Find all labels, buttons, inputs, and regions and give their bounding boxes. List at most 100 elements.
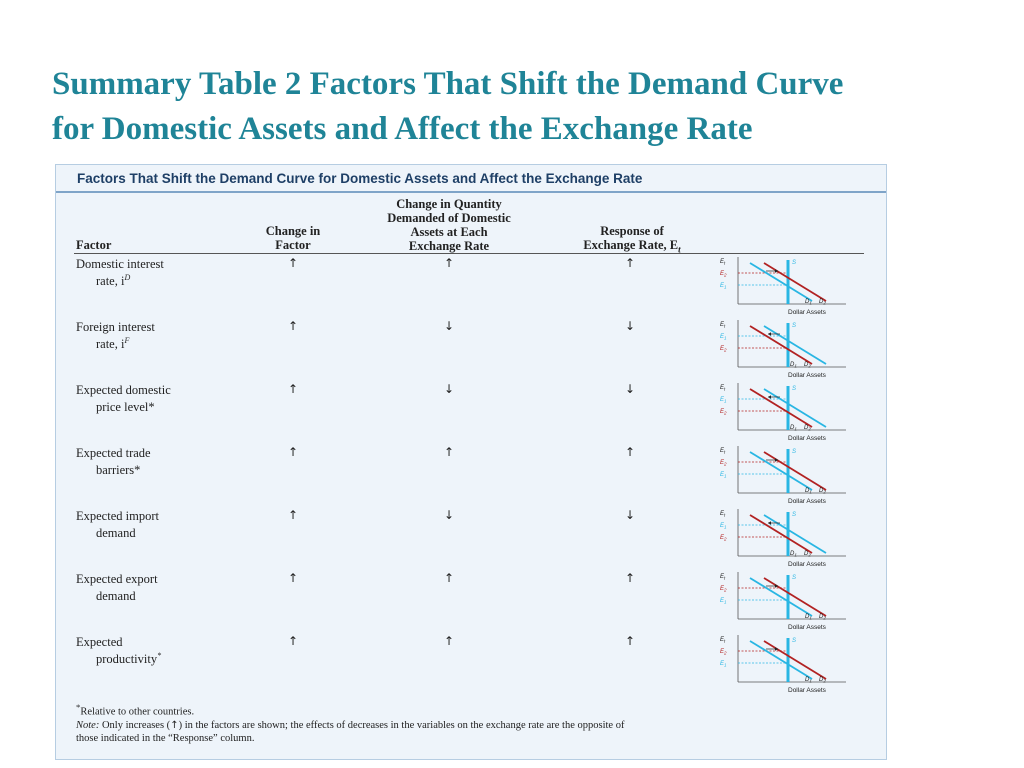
d2-label-main: D <box>804 362 809 368</box>
axis-label-e: Et <box>720 448 726 455</box>
factor-line-2: rate, iF <box>76 334 155 351</box>
e2-label: E2 <box>720 346 727 353</box>
e2-label: E2 <box>720 586 727 593</box>
d1-label: D1 <box>805 614 812 621</box>
d2-label: D2 <box>819 677 826 684</box>
d2-label-sub: 2 <box>822 679 826 684</box>
e1-label-sub: 1 <box>724 285 727 290</box>
e2-label-sub: 2 <box>723 273 727 278</box>
header-qty-line-3: Assets at Each <box>410 225 488 239</box>
e2-label-sub: 2 <box>723 411 727 416</box>
d1-label-sub: 1 <box>809 679 812 684</box>
response-arrow: ↑ <box>624 256 636 270</box>
e1-label: E1 <box>720 523 727 530</box>
d2-label-main: D <box>804 551 809 557</box>
d2-label-sub: 2 <box>807 553 811 558</box>
d1-label: D1 <box>805 488 812 495</box>
factor-label: Expected productivity* <box>76 635 161 666</box>
demand-curve-initial <box>763 388 827 428</box>
response-arrow: ↑ <box>624 634 636 648</box>
factor-label: Domestic interest rate, iD <box>76 257 164 288</box>
d2-label: D2 <box>804 551 811 558</box>
axis-label-e-main: E <box>720 574 725 580</box>
factor-line-2: productivity* <box>76 649 161 666</box>
slide-title-line-2: for Domestic Assets and Affect the Excha… <box>52 111 753 147</box>
e2-label: E2 <box>720 409 727 416</box>
footnote-star: * <box>76 702 81 712</box>
axis-label-e: Et <box>720 511 726 518</box>
e1-label-sub: 1 <box>724 600 727 605</box>
factor-label: Expected trade barriers* <box>76 446 151 477</box>
d1-label-sub: 1 <box>794 364 797 369</box>
response-arrow: ↑ <box>624 571 636 585</box>
response-arrow: ↓ <box>624 508 636 522</box>
e2-label-main: E <box>720 346 725 352</box>
e2-label-main: E <box>720 460 725 466</box>
header-change-in-factor: Change in Factor <box>242 224 344 252</box>
change-in-factor-arrow: ↑ <box>287 256 299 270</box>
x-axis-label: Dollar Assets <box>788 372 827 379</box>
d1-label-sub: 1 <box>794 427 797 432</box>
e1-label-main: E <box>720 598 725 604</box>
axis-label-e-main: E <box>720 511 725 517</box>
e1-label-sub: 1 <box>724 663 727 668</box>
factor-line-1: Expected trade <box>76 446 151 460</box>
d1-label: D1 <box>805 299 812 306</box>
e1-label-sub: 1 <box>724 474 727 479</box>
response-arrow: ↑ <box>624 445 636 459</box>
change-in-factor-arrow: ↑ <box>287 508 299 522</box>
factor-line-2-text: rate, i <box>96 274 125 289</box>
change-in-factor-arrow: ↑ <box>287 571 299 585</box>
axis-label-e-sub: t <box>724 639 726 644</box>
e2-label-main: E <box>720 649 725 655</box>
response-arrow: ↓ <box>624 319 636 333</box>
e2-label-sub: 2 <box>723 537 727 542</box>
factor-line-2: price level* <box>76 397 171 414</box>
d2-label: D2 <box>819 614 826 621</box>
supply-label: S <box>792 260 796 266</box>
axis-label-e: Et <box>720 259 726 266</box>
header-resp-subscript: t <box>678 244 681 255</box>
demand-curve-new <box>763 262 827 302</box>
e2-label: E2 <box>720 535 727 542</box>
change-in-factor-arrow: ↑ <box>287 382 299 396</box>
d1-label-main: D <box>805 677 810 683</box>
d2-label: D2 <box>819 488 826 495</box>
d2-label-sub: 2 <box>822 490 826 495</box>
d1-label: D1 <box>790 362 797 369</box>
factor-label: Expected export demand <box>76 572 158 603</box>
e1-label-main: E <box>720 283 725 289</box>
quantity-arrow: ↑ <box>443 445 455 459</box>
demand-curve-initial <box>763 325 827 365</box>
demand-curve-initial <box>749 262 813 302</box>
axis-label-e-main: E <box>720 259 725 265</box>
e1-label: E1 <box>720 661 727 668</box>
e1-label-main: E <box>720 472 725 478</box>
header-resp-line-1: Response of <box>600 224 664 238</box>
factor-line-1: Domestic interest <box>76 257 164 271</box>
factor-line-2: rate, iD <box>76 271 164 288</box>
d1-label-main: D <box>805 488 810 494</box>
supply-label: S <box>792 323 796 329</box>
demand-curve-new <box>763 577 827 617</box>
axis-label-e: Et <box>720 385 726 392</box>
e2-label: E2 <box>720 649 727 656</box>
d1-label-sub: 1 <box>809 301 812 306</box>
slide-title: Summary Table 2 Factors That Shift the D… <box>52 62 972 152</box>
d2-label-sub: 2 <box>822 301 826 306</box>
factor-line-2-text: rate, i <box>96 337 125 352</box>
demand-curve-new <box>763 451 827 491</box>
x-axis-label: Dollar Assets <box>788 435 827 442</box>
d1-label-main: D <box>805 299 810 305</box>
d2-label-sub: 2 <box>807 364 811 369</box>
factor-label: Foreign interest rate, iF <box>76 320 155 351</box>
shift-arrow-head <box>768 521 771 525</box>
quantity-arrow: ↑ <box>443 571 455 585</box>
d2-label: D2 <box>819 299 826 306</box>
header-qty-line-4: Exchange Rate <box>408 239 490 253</box>
shift-arrow-head <box>775 647 778 651</box>
demand-curve-initial <box>749 577 813 617</box>
